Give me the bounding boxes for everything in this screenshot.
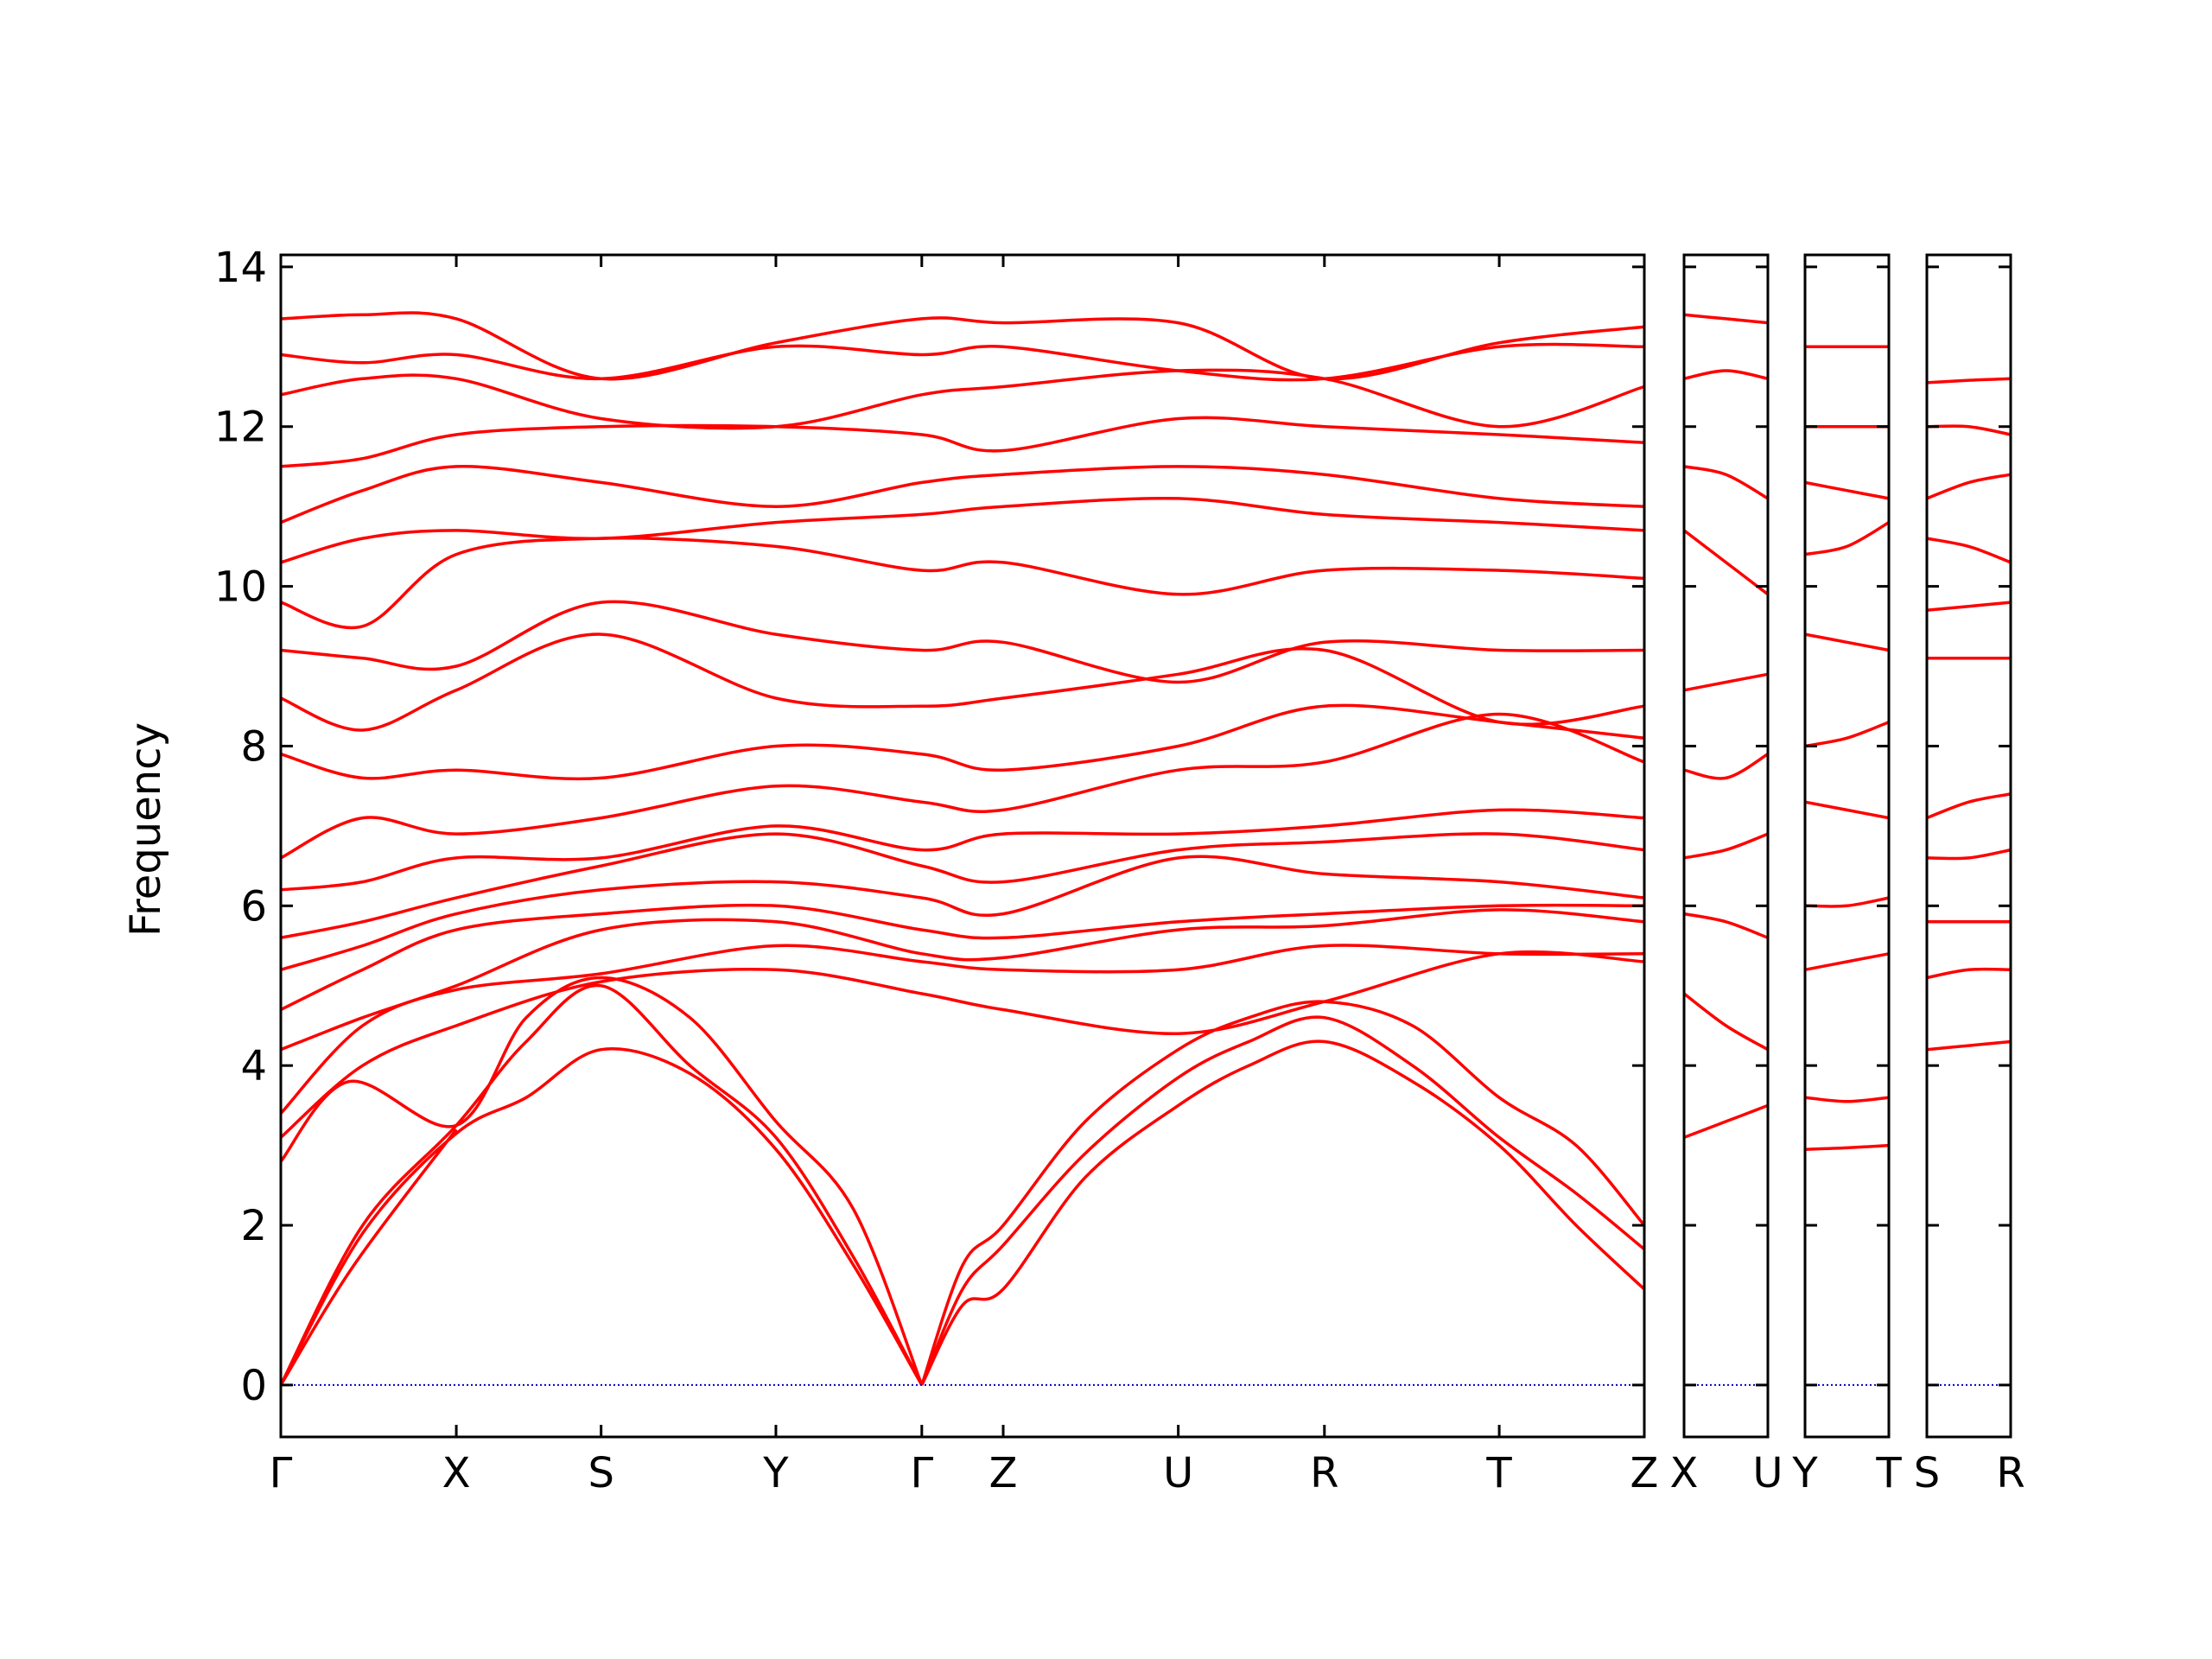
y-tick-label: 6	[240, 882, 267, 931]
band-line-XU	[1683, 832, 1769, 860]
y-tick-label: 8	[240, 722, 267, 771]
band-line-YT	[1804, 632, 1890, 652]
band-line-main	[280, 416, 1645, 468]
band-line-main	[280, 465, 1645, 524]
x-tick-label: Y	[1791, 1449, 1818, 1497]
band-line-YT	[1804, 800, 1890, 820]
band-line-main	[920, 1039, 1646, 1386]
band-line-SR	[1926, 424, 2012, 436]
x-tick-label: U	[1752, 1449, 1783, 1497]
band-line-SR	[1926, 473, 2012, 500]
panel-frame-SR	[1925, 253, 2012, 1439]
band-line-main	[279, 1047, 924, 1386]
band-line-main	[279, 950, 1645, 1139]
band-line-main	[279, 1128, 458, 1386]
band-line-main	[280, 342, 1645, 382]
y-tick-label: 14	[214, 244, 267, 292]
y-axis-label: Frequency	[122, 722, 170, 937]
band-line-YT	[1804, 1096, 1890, 1103]
band-line-XU	[1683, 369, 1769, 381]
band-line-main	[280, 832, 1645, 940]
band-line-main	[920, 1015, 1646, 1386]
band-line-main	[280, 368, 1645, 430]
band-line-SR	[1926, 967, 2012, 980]
y-tick-label: 4	[240, 1042, 267, 1090]
band-line-XU	[1683, 313, 1769, 325]
band-line-XU	[1682, 992, 1769, 1052]
x-tick-label: X	[442, 1449, 471, 1497]
band-line-main	[920, 1000, 1646, 1386]
band-line-main	[280, 496, 1645, 564]
panel-frame-XU	[1682, 253, 1770, 1439]
band-line-SR	[1926, 377, 2012, 385]
y-tick-label: 10	[214, 563, 267, 612]
x-tick-label: U	[1163, 1449, 1193, 1497]
x-tick-label: R	[1996, 1449, 2024, 1497]
band-line-main	[280, 537, 1645, 630]
band-line-main	[279, 976, 924, 1386]
panel-frame-YT	[1803, 253, 1891, 1439]
band-line-SR	[1926, 1039, 2012, 1052]
x-tick-label: Γ	[270, 1449, 293, 1497]
panel-frame-main	[279, 253, 1646, 1439]
y-tick-label: 0	[240, 1362, 267, 1410]
band-line-YT	[1804, 1143, 1890, 1151]
band-line-SR	[1926, 601, 2012, 613]
bands-layer	[279, 311, 2012, 1386]
band-line-XU	[1683, 912, 1769, 939]
x-tick-label: Z	[989, 1449, 1018, 1497]
band-line-main	[280, 855, 1645, 971]
band-line-main	[280, 600, 1645, 684]
x-tick-label: Γ	[910, 1449, 933, 1497]
band-line-main	[280, 903, 1645, 1012]
x-tick-label: Z	[1630, 1449, 1659, 1497]
band-line-SR	[1926, 792, 2012, 820]
band-line-XU	[1683, 1103, 1769, 1140]
y-tick-label: 2	[240, 1202, 267, 1250]
band-line-YT	[1804, 952, 1890, 972]
band-line-YT	[1804, 480, 1890, 500]
x-tick-label: S	[1914, 1449, 1940, 1497]
band-line-XU	[1682, 529, 1770, 596]
x-tick-label: S	[588, 1449, 613, 1497]
y-tick-label: 12	[214, 404, 267, 452]
x-tick-label: R	[1310, 1449, 1338, 1497]
x-tick-label: X	[1670, 1449, 1699, 1497]
x-tick-label: T	[1875, 1449, 1902, 1497]
band-line-SR	[1926, 537, 2012, 564]
band-line-YT	[1804, 721, 1890, 748]
x-tick-label: T	[1485, 1449, 1512, 1497]
band-line-XU	[1683, 753, 1769, 780]
band-line-XU	[1683, 672, 1769, 692]
band-line-main	[280, 712, 1645, 860]
band-line-main	[280, 908, 1645, 1052]
band-line-main	[280, 311, 1645, 381]
band-line-YT	[1804, 521, 1890, 556]
band-line-YT	[1804, 896, 1890, 908]
x-tick-label: Y	[762, 1449, 789, 1497]
band-line-main	[280, 703, 1645, 781]
band-line-main	[280, 632, 1645, 732]
band-line-SR	[1926, 848, 2012, 861]
band-line-main	[280, 808, 1645, 892]
band-line-main	[279, 944, 1645, 1115]
band-line-main	[279, 983, 924, 1386]
band-line-XU	[1683, 465, 1769, 500]
